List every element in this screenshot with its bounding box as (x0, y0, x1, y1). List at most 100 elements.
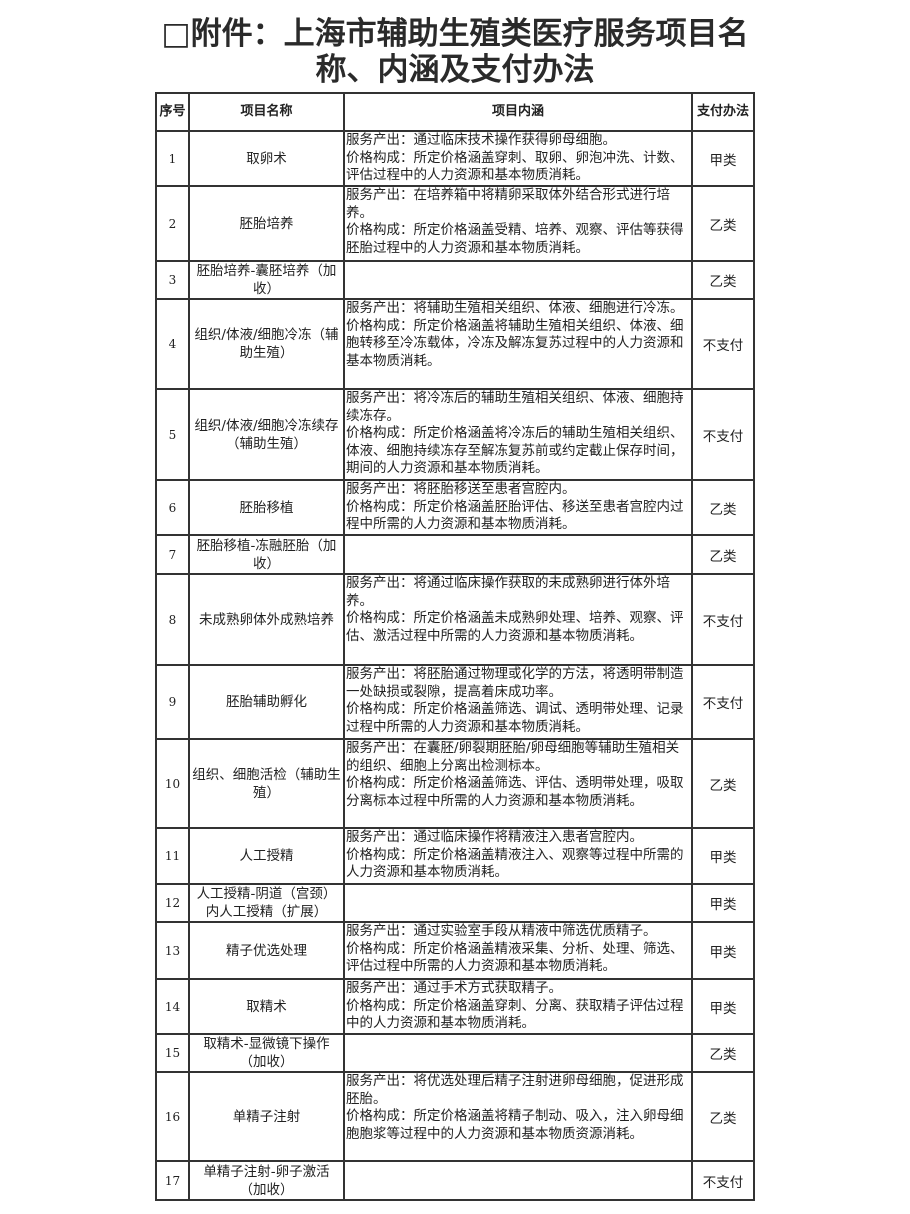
row-content: 服务产出：将辅助生殖相关组织、体液、细胞进行冷冻。 价格构成：所定价格涵盖将辅助生… (343, 298, 693, 390)
row-seq: 5 (155, 388, 190, 481)
table-row: 10 组织、细胞活检（辅助生殖） 服务产出：在囊胚/卵裂期胚胎/卵母细胞等辅助生殖相… (155, 738, 755, 829)
table-row: 16 单精子注射 服务产出：将优选处理后精子注射进卵母细胞，促进形成胚胎。 价格构成：… (155, 1071, 755, 1162)
row-name: 胚胎培养 (188, 185, 345, 262)
row-payment: 乙类 (691, 479, 755, 536)
table-row: 8 未成熟卵体外成熟培养 服务产出：将通过临床操作获取的未成熟卵进行体外培养。 价格构… (155, 573, 755, 666)
row-payment: 不支付 (691, 388, 755, 481)
row-content: 服务产出：通过手术方式获取精子。 价格构成：所定价格涵盖穿刺、分离、获取精子评估过… (343, 978, 693, 1035)
row-content: 服务产出：将冷冻后的辅助生殖相关组织、体液、细胞持续冻存。 价格构成：所定价格涵盖… (343, 388, 693, 481)
service-output: 服务产出：将胚胎移送至患者宫腔内。 (346, 481, 576, 497)
document-title: □附件：上海市辅助生殖类医疗服务项目名称、内涵及支付办法 (161, 16, 749, 88)
price-composition: 价格构成：所定价格涵盖穿刺、取卵、卵泡冲洗、计数、评估过程中的人力资源和基本物质… (346, 149, 684, 184)
table-row: 1 取卵术 服务产出：通过临床技术操作获得卵母细胞。 价格构成：所定价格涵盖穿刺、取卵… (155, 130, 755, 187)
price-composition: 价格构成：所定价格涵盖精液注入、观察等过程中所需的人力资源和基本物质消耗。 (346, 846, 684, 881)
row-name: 精子优选处理 (188, 921, 345, 980)
table-row: 2 胚胎培养 服务产出：在培养箱中将精卵采取体外结合形式进行培养。 价格构成：所定价格… (155, 185, 755, 262)
row-name: 组织/体液/细胞冷冻续存（辅助生殖） (188, 388, 345, 481)
price-composition: 价格构成：所定价格涵盖未成熟卵处理、培养、观察、评估、激活过程中所需的人力资源和… (346, 610, 684, 644)
row-name: 人工授精 (188, 827, 345, 885)
service-output: 服务产出：将辅助生殖相关组织、体液、细胞进行冷冻。 (346, 300, 684, 316)
row-content: 服务产出：将通过临床操作获取的未成熟卵进行体外培养。 价格构成：所定价格涵盖未成熟… (343, 573, 693, 666)
row-payment: 不支付 (691, 1160, 755, 1201)
row-content: 服务产出：在囊胚/卵裂期胚胎/卵母细胞等辅助生殖相关的组织、细胞上分离出检测标本… (343, 738, 693, 829)
table-row: 13 精子优选处理 服务产出：通过实验室手段从精液中筛选优质精子。 价格构成：所定价格… (155, 921, 755, 980)
row-payment: 乙类 (691, 738, 755, 829)
header-name: 项目名称 (188, 92, 345, 132)
row-seq: 17 (155, 1160, 190, 1201)
row-name: 胚胎移植 (188, 479, 345, 536)
row-payment: 乙类 (691, 1033, 755, 1073)
row-seq: 10 (155, 738, 190, 829)
row-name: 单精子注射-卵子激活（加收） (188, 1160, 345, 1201)
service-output: 服务产出：通过手术方式获取精子。 (346, 980, 562, 996)
row-name: 胚胎培养-囊胚培养（加收） (188, 260, 345, 300)
price-composition: 价格构成：所定价格涵盖受精、培养、观察、评估等获得胚胎过程中的人力资源和基本物质… (346, 222, 684, 256)
row-content: 服务产出：在培养箱中将精卵采取体外结合形式进行培养。 价格构成：所定价格涵盖受精、… (343, 185, 693, 262)
table-row: 7 胚胎移植-冻融胚胎（加收） 乙类 (155, 534, 755, 575)
row-name: 人工授精-阴道（宫颈）内人工授精（扩展） (188, 883, 345, 923)
row-seq: 6 (155, 479, 190, 536)
row-content: 服务产出：将胚胎通过物理或化学的方法，将透明带制造一处缺损或裂隙，提高着床成功率… (343, 664, 693, 740)
service-output: 服务产出：将冷冻后的辅助生殖相关组织、体液、细胞持续冻存。 (346, 390, 684, 424)
row-seq: 12 (155, 883, 190, 923)
table-row: 11 人工授精 服务产出：通过临床操作将精液注入患者宫腔内。 价格构成：所定价格涵盖精… (155, 827, 755, 885)
row-name: 单精子注射 (188, 1071, 345, 1162)
row-payment: 不支付 (691, 298, 755, 390)
row-name: 取精术 (188, 978, 345, 1035)
table-header-row: 序号 项目名称 项目内涵 支付办法 (155, 92, 755, 132)
table-row: 3 胚胎培养-囊胚培养（加收） 乙类 (155, 260, 755, 300)
row-payment: 乙类 (691, 1071, 755, 1162)
row-content: 服务产出：通过实验室手段从精液中筛选优质精子。 价格构成：所定价格涵盖精液采集、分… (343, 921, 693, 980)
row-name: 取卵术 (188, 130, 345, 187)
row-name: 胚胎移植-冻融胚胎（加收） (188, 534, 345, 575)
row-seq: 8 (155, 573, 190, 666)
row-content (343, 883, 693, 923)
header-seq: 序号 (155, 92, 190, 132)
row-seq: 16 (155, 1071, 190, 1162)
service-output: 服务产出：在囊胚/卵裂期胚胎/卵母细胞等辅助生殖相关的组织、细胞上分离出检测标本… (346, 740, 680, 774)
price-composition: 价格构成：所定价格涵盖筛选、调试、透明带处理、记录过程中所需的人力资源和基本物质… (346, 701, 684, 735)
row-payment: 甲类 (691, 827, 755, 885)
service-output: 服务产出：通过实验室手段从精液中筛选优质精子。 (346, 923, 657, 939)
row-name: 组织/体液/细胞冷冻（辅助生殖） (188, 298, 345, 390)
table-row: 14 取精术 服务产出：通过手术方式获取精子。 价格构成：所定价格涵盖穿刺、分离、获取… (155, 978, 755, 1035)
row-seq: 4 (155, 298, 190, 390)
row-seq: 2 (155, 185, 190, 262)
price-composition: 价格构成：所定价格涵盖胚胎评估、移送至患者宫腔内过程中所需的人力资源和基本物质消… (346, 498, 684, 533)
table-row: 15 取精术-显微镜下操作（加收） 乙类 (155, 1033, 755, 1073)
row-content (343, 260, 693, 300)
table-row: 17 单精子注射-卵子激活（加收） 不支付 (155, 1160, 755, 1201)
service-output: 服务产出：通过临床操作将精液注入患者宫腔内。 (346, 829, 643, 845)
service-output: 服务产出：将胚胎通过物理或化学的方法，将透明带制造一处缺损或裂隙，提高着床成功率… (346, 666, 684, 700)
price-composition: 价格构成：所定价格涵盖将精子制动、吸入，注入卵母细胞胞浆等过程中的人力资源和基本… (346, 1108, 684, 1142)
row-seq: 15 (155, 1033, 190, 1073)
row-payment: 甲类 (691, 921, 755, 980)
row-seq: 3 (155, 260, 190, 300)
row-seq: 13 (155, 921, 190, 980)
row-seq: 14 (155, 978, 190, 1035)
row-content (343, 1033, 693, 1073)
table-row: 4 组织/体液/细胞冷冻（辅助生殖） 服务产出：将辅助生殖相关组织、体液、细胞进行冷… (155, 298, 755, 390)
service-output: 服务产出：将通过临床操作获取的未成熟卵进行体外培养。 (346, 575, 670, 609)
price-composition: 价格构成：所定价格涵盖穿刺、分离、获取精子评估过程中的人力资源和基本物质消耗。 (346, 997, 684, 1032)
header-pay: 支付办法 (691, 92, 755, 132)
row-content: 服务产出：通过临床技术操作获得卵母细胞。 价格构成：所定价格涵盖穿刺、取卵、卵泡冲… (343, 130, 693, 187)
row-payment: 甲类 (691, 978, 755, 1035)
row-payment: 甲类 (691, 883, 755, 923)
row-content: 服务产出：通过临床操作将精液注入患者宫腔内。 价格构成：所定价格涵盖精液注入、观察… (343, 827, 693, 885)
price-composition: 价格构成：所定价格涵盖将辅助生殖相关组织、体液、细胞转移至冷冻载体，冷冻及解冻复… (346, 317, 684, 369)
row-payment: 乙类 (691, 260, 755, 300)
price-composition: 价格构成：所定价格涵盖将冷冻后的辅助生殖相关组织、体液、细胞持续冻存至解冻复苏前… (346, 425, 684, 476)
row-name: 组织、细胞活检（辅助生殖） (188, 738, 345, 829)
row-seq: 11 (155, 827, 190, 885)
table-row: 12 人工授精-阴道（宫颈）内人工授精（扩展） 甲类 (155, 883, 755, 923)
row-payment: 乙类 (691, 185, 755, 262)
table-row: 6 胚胎移植 服务产出：将胚胎移送至患者宫腔内。 价格构成：所定价格涵盖胚胎评估、移送… (155, 479, 755, 536)
row-seq: 1 (155, 130, 190, 187)
services-table: 序号 项目名称 项目内涵 支付办法 1 取卵术 服务产出：通过临床技术操作获得卵母细… (155, 92, 755, 1201)
row-payment: 甲类 (691, 130, 755, 187)
row-payment: 不支付 (691, 573, 755, 666)
row-seq: 7 (155, 534, 190, 575)
row-content (343, 1160, 693, 1201)
row-name: 取精术-显微镜下操作（加收） (188, 1033, 345, 1073)
